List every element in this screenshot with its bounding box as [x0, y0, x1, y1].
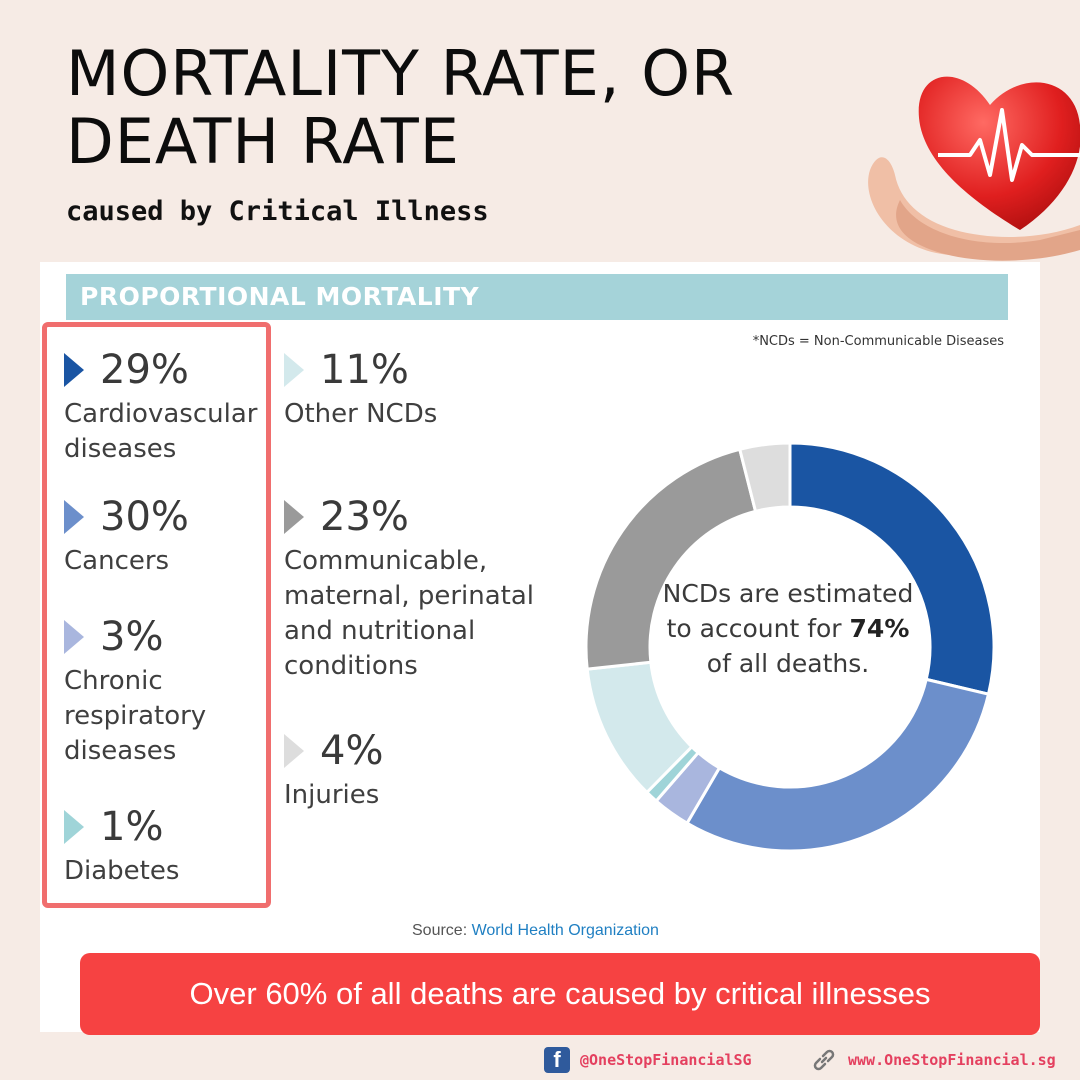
banner-title: PROPORTIONAL MORTALITY: [80, 282, 480, 311]
center-text-part1: NCDs are estimated to account for: [662, 579, 914, 643]
footer-facebook[interactable]: f @OneStopFinancialSG: [544, 1046, 752, 1074]
center-text-highlight: 74%: [849, 614, 910, 643]
stat-label: Communicable, maternal, perinatal and nu…: [284, 546, 535, 681]
stat-percent: 3%: [100, 614, 164, 660]
stat-label: Chronic respiratory diseases: [64, 666, 207, 766]
heart-in-hands-illustration: [860, 50, 1080, 280]
stat-pct-row: 1%: [64, 804, 179, 850]
facebook-icon: f: [544, 1047, 570, 1073]
stat-percent: 11%: [320, 347, 409, 393]
stat-pct-row: 30%: [64, 494, 189, 540]
stat-label: Injuries: [284, 780, 380, 810]
stat-stats_right-1: 23% Communicable, maternal, perinatal and…: [284, 494, 534, 684]
highlight-box: [42, 322, 271, 908]
stat-label: Diabetes: [64, 856, 180, 886]
stat-label: Cardiovascular diseases: [64, 399, 258, 464]
stat-pct-row: 11%: [284, 347, 437, 393]
triangle-marker-icon: [64, 620, 84, 654]
stat-stats_right-0: 11% Other NCDs: [284, 347, 437, 432]
source-line: Source: World Health Organization: [412, 922, 659, 940]
triangle-marker-icon: [64, 353, 84, 387]
stat-stats_right-2: 4% Injuries: [284, 728, 383, 813]
page-subtitle: caused by Critical Illness: [66, 196, 489, 227]
stat-label: Other NCDs: [284, 399, 438, 429]
stat-pct-row: 3%: [64, 614, 206, 660]
donut-slice-cardiovascular-diseases: [788, 441, 996, 696]
callout-banner: Over 60% of all deaths are caused by cri…: [80, 953, 1040, 1035]
stat-pct-row: 4%: [284, 728, 383, 774]
card-banner: PROPORTIONAL MORTALITY: [66, 274, 1008, 320]
stat-percent: 1%: [100, 804, 164, 850]
page-title: MORTALITY RATE, OR DEATH RATE: [66, 37, 736, 178]
footer-website[interactable]: www.OneStopFinancial.sg: [810, 1046, 1056, 1074]
mortality-card: PROPORTIONAL MORTALITY *NCDs = Non-Commu…: [40, 262, 1040, 1032]
stat-stats_left-2: 3% Chronic respiratory diseases: [64, 614, 206, 769]
stat-percent: 4%: [320, 728, 384, 774]
ncd-footnote: *NCDs = Non-Communicable Diseases: [752, 334, 1004, 349]
stat-percent: 23%: [320, 494, 409, 540]
triangle-marker-icon: [284, 500, 304, 534]
source-org-link[interactable]: World Health Organization: [471, 922, 659, 939]
stat-stats_left-3: 1% Diabetes: [64, 804, 179, 889]
website-url: www.OneStopFinancial.sg: [848, 1051, 1056, 1069]
triangle-marker-icon: [284, 734, 304, 768]
link-icon: [813, 1049, 835, 1071]
stat-stats_left-1: 30% Cancers: [64, 494, 189, 579]
stat-percent: 29%: [100, 347, 189, 393]
stat-pct-row: 29%: [64, 347, 257, 393]
donut-slice-cancers: [685, 677, 991, 853]
stat-pct-row: 23%: [284, 494, 534, 540]
stat-stats_left-0: 29% Cardiovascular diseases: [64, 347, 257, 467]
stat-label: Cancers: [64, 546, 170, 576]
triangle-marker-icon: [284, 353, 304, 387]
callout-text: Over 60% of all deaths are caused by cri…: [189, 976, 931, 1011]
triangle-marker-icon: [64, 500, 84, 534]
stat-percent: 30%: [100, 494, 189, 540]
donut-center-text: NCDs are estimated to account for 74% of…: [660, 576, 916, 681]
triangle-marker-icon: [64, 810, 84, 844]
facebook-handle: @OneStopFinancialSG: [580, 1051, 752, 1069]
center-text-part2: of all deaths.: [706, 649, 870, 678]
donut-chart: [584, 441, 996, 853]
source-label: Source:: [412, 922, 468, 939]
donut-slice-injuries: [737, 441, 792, 514]
